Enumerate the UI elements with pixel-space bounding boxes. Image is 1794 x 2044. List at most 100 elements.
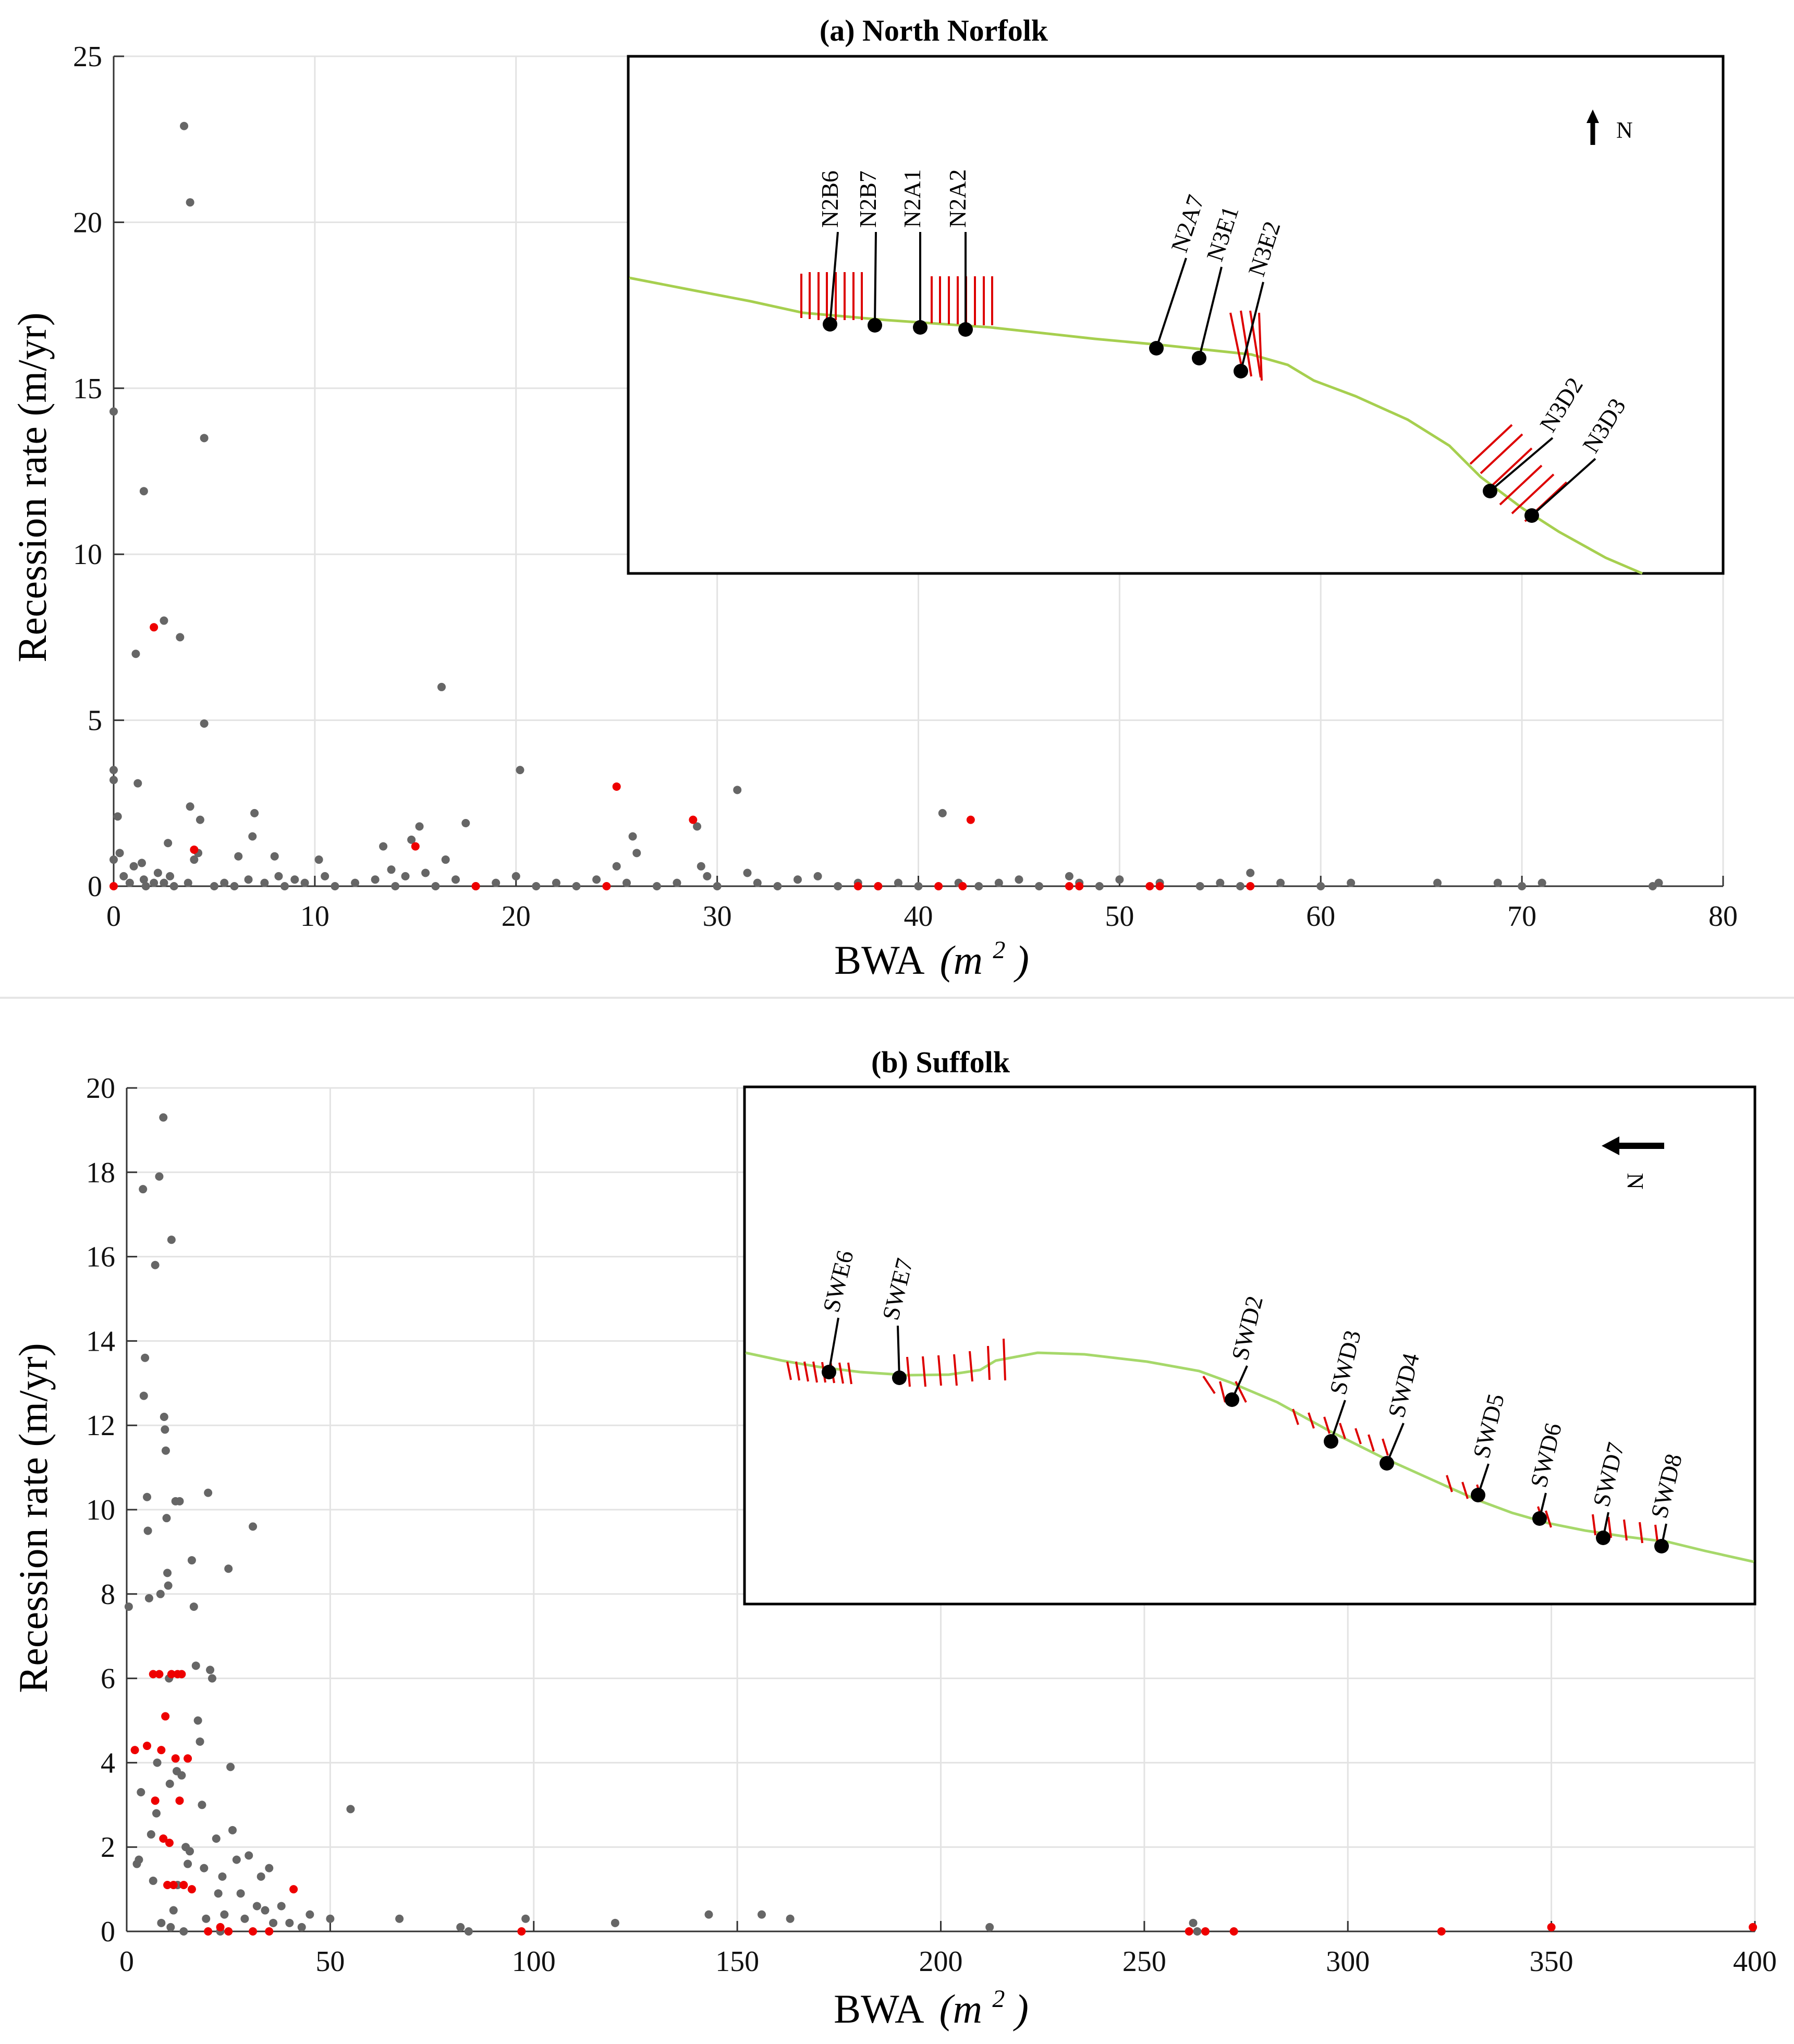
x-tick-label: 40 [904, 900, 933, 933]
panel-a-xlabel-unit: (m [940, 937, 983, 983]
data-point-gray [113, 812, 122, 821]
data-point-gray [1095, 882, 1104, 890]
data-point-gray [224, 1564, 233, 1573]
data-point-gray [125, 878, 134, 887]
transect-line [937, 1355, 942, 1386]
data-point-red [1065, 882, 1073, 890]
data-point-gray [175, 1497, 184, 1506]
data-point-gray [163, 1569, 172, 1577]
y-tick-label: 12 [86, 1410, 115, 1442]
data-point-gray [169, 882, 178, 890]
data-point-red [289, 1885, 298, 1894]
inset-site-n2b6: N2B6 [816, 170, 843, 332]
data-point-red [130, 1746, 139, 1755]
data-point-gray [109, 855, 118, 864]
data-point-gray [167, 1235, 176, 1244]
transect-line [1003, 1338, 1006, 1381]
transect-line [795, 1361, 800, 1381]
panel-a-xlabel: BWA (m 2 ) [834, 922, 1029, 983]
site-marker [1532, 1511, 1547, 1526]
site-marker [1192, 351, 1206, 365]
data-point-gray [248, 832, 257, 841]
y-tick-label: 0 [88, 871, 102, 903]
data-point-gray [169, 1906, 178, 1915]
site-label: N2B7 [855, 170, 881, 228]
data-point-gray [351, 878, 360, 887]
site-marker [1324, 1434, 1338, 1449]
data-point-gray [212, 1834, 221, 1843]
data-point-gray [260, 878, 269, 887]
data-point-gray [1246, 868, 1255, 877]
data-point-gray [280, 882, 289, 890]
site-marker [1654, 1539, 1669, 1553]
data-point-gray [461, 819, 470, 828]
data-point-gray [1518, 882, 1527, 890]
transect-line [1202, 1375, 1216, 1394]
y-tick-label: 4 [101, 1747, 115, 1779]
transect-line [1607, 1516, 1612, 1538]
site-leader-line [828, 1317, 839, 1373]
data-point-gray [166, 872, 175, 880]
x-tick-label: 70 [1507, 900, 1536, 933]
data-point-gray [331, 882, 339, 890]
data-point-gray [387, 865, 396, 874]
data-point-gray [143, 1492, 152, 1501]
data-point-gray [230, 882, 239, 890]
data-point-gray [285, 1918, 294, 1927]
data-point-red [161, 1712, 170, 1721]
data-point-red [1201, 1927, 1210, 1936]
inset-a-coastline [629, 276, 1643, 575]
data-point-gray [162, 1514, 171, 1523]
data-point-gray [391, 882, 400, 890]
data-point-gray [693, 822, 702, 831]
data-point-gray [1065, 872, 1073, 880]
inset-b-transects [786, 1338, 1659, 1546]
site-marker [1149, 341, 1164, 356]
transect-line [969, 1351, 973, 1382]
data-point-gray [186, 198, 194, 207]
data-point-gray [611, 1918, 619, 1927]
data-point-gray [703, 872, 712, 880]
data-point-gray [441, 855, 450, 864]
data-point-gray [1654, 878, 1663, 887]
y-tick-label: 5 [88, 705, 102, 737]
data-point-gray [139, 1185, 148, 1194]
data-point-gray [464, 1927, 473, 1936]
transect-line [1258, 312, 1263, 381]
data-point-gray [1193, 1927, 1202, 1936]
data-point-red [157, 1746, 166, 1755]
transect-line [1480, 433, 1523, 474]
data-point-gray [139, 1391, 148, 1400]
transect-line [1292, 1409, 1299, 1425]
data-point-gray [157, 1918, 166, 1927]
data-point-gray [773, 882, 782, 890]
data-point-gray [196, 815, 204, 824]
data-point-gray [306, 1910, 314, 1919]
data-point-gray [153, 868, 162, 877]
transect-line [922, 1356, 926, 1387]
data-point-red [216, 1923, 225, 1931]
inset-b-north-arrow: N [1602, 1136, 1664, 1190]
y-tick-label: 20 [86, 1072, 115, 1105]
transect-line [1219, 1381, 1226, 1403]
data-point-red [612, 782, 621, 791]
data-point-gray [155, 1172, 164, 1181]
transect-line [1489, 447, 1533, 488]
transect-line [786, 1361, 792, 1380]
site-marker [892, 1370, 907, 1385]
data-point-gray [177, 1771, 186, 1780]
data-point-gray [153, 1758, 162, 1767]
data-point-red [159, 1834, 168, 1843]
data-point-gray [401, 872, 410, 880]
data-point-gray [202, 1914, 211, 1923]
data-point-gray [250, 809, 259, 817]
data-point-gray [516, 766, 524, 775]
site-label: N2A1 [899, 169, 925, 228]
data-point-gray [232, 1855, 241, 1864]
inset-b-coastline [745, 1351, 1754, 1563]
site-marker [913, 320, 927, 335]
data-point-gray [189, 1602, 198, 1611]
data-point-gray [191, 1661, 200, 1670]
data-point-gray [144, 1594, 153, 1602]
